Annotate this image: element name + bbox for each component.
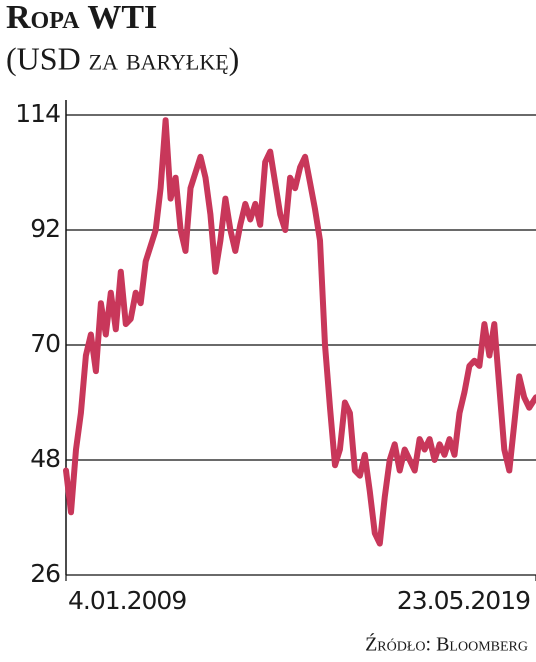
price-line (63, 117, 536, 547)
y-tick-label: 92 (30, 214, 60, 243)
chart-title: Ropa WTI (6, 0, 157, 36)
chart-subtitle: (USD za baryłkę) (6, 40, 239, 76)
source: Źródło: Bloomberg (365, 633, 528, 656)
x-tick-label: 4.01.2009 (68, 586, 186, 615)
y-tick-label: 48 (30, 444, 60, 473)
y-tick-label: 26 (30, 559, 60, 588)
y-tick-label: 114 (15, 99, 60, 128)
x-tick-label: 23.05.2019 (397, 586, 530, 615)
y-tick-label: 70 (30, 329, 60, 358)
